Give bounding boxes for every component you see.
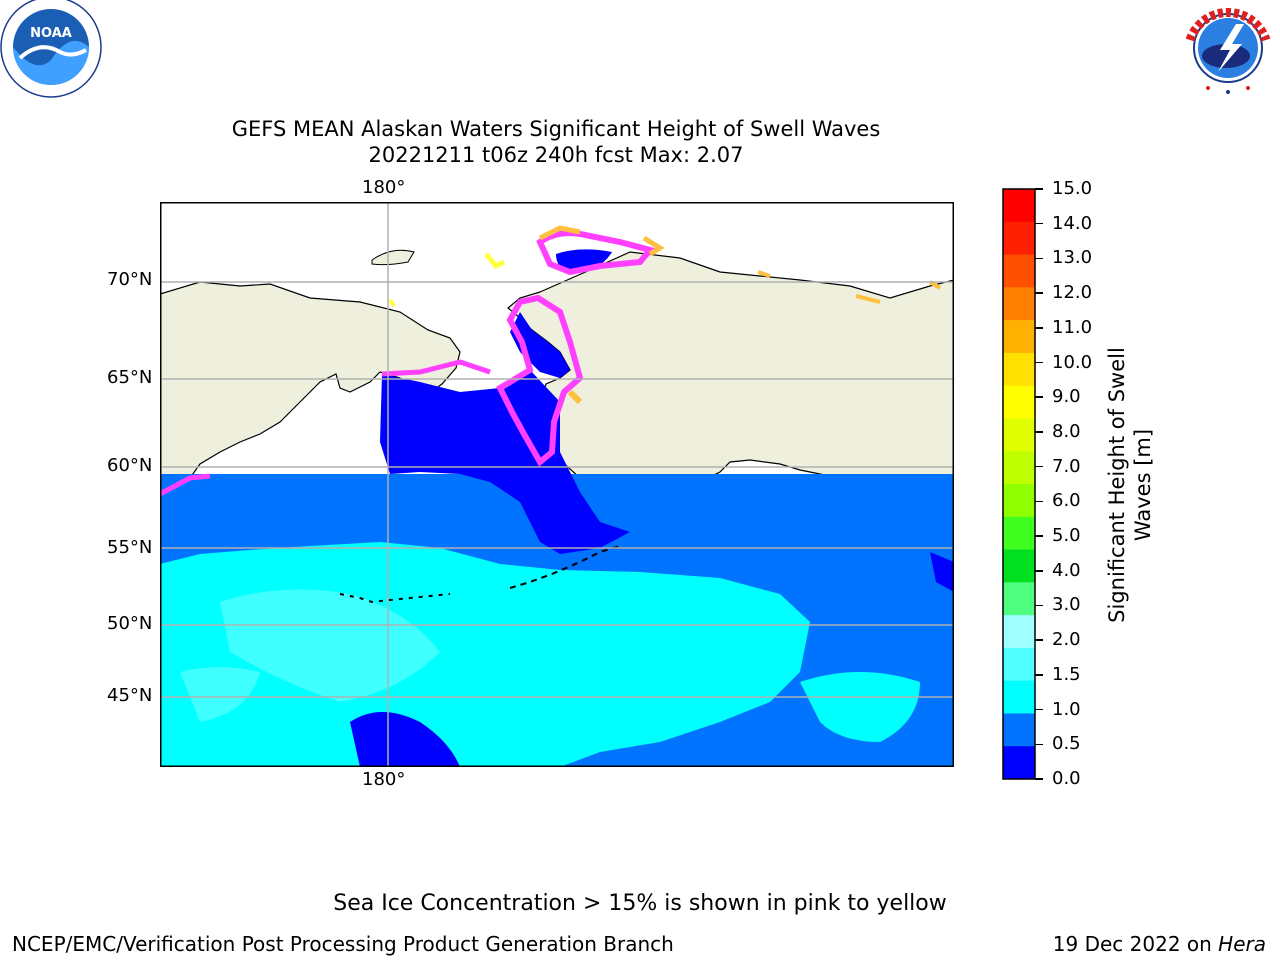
- colorbar-tick-mark: [1035, 327, 1043, 329]
- colorbar-tick-label: 3.0: [1052, 594, 1081, 616]
- sea-ice-edge-yellow: [484, 252, 506, 270]
- lat-label-45: 45°N: [107, 685, 153, 706]
- colorbar-segment: [1003, 713, 1035, 747]
- colorbar-segment: [1003, 615, 1035, 649]
- colorbar-segment: [1003, 451, 1035, 485]
- colorbar-segment: [1003, 221, 1035, 256]
- colorbar-tick-label: 7.0: [1052, 455, 1081, 477]
- colorbar-tick-mark: [1035, 604, 1043, 607]
- lat-label-60: 60°N: [107, 455, 153, 476]
- colorbar-tick-label: 9.0: [1052, 386, 1081, 408]
- colorbar-tick-mark: [1035, 570, 1043, 572]
- lat-label-50: 50°N: [107, 613, 153, 634]
- colorbar-segment: [1003, 746, 1035, 780]
- sea-ice-note: Sea Ice Concentration > 15% is shown in …: [333, 891, 947, 916]
- colorbar-tick-mark: [1035, 708, 1043, 711]
- colorbar-tick-mark: [1035, 361, 1043, 364]
- colorbar-tick-label: 13.0: [1052, 247, 1093, 269]
- colorbar-segment: [1003, 189, 1035, 223]
- land-wrangel: [371, 249, 415, 266]
- colorbar-segment: [1003, 287, 1035, 321]
- colorbar-tick-mark: [1035, 500, 1043, 503]
- colorbar-segment: [1003, 385, 1035, 419]
- lat-label-70: 70°N: [107, 269, 153, 290]
- lon-label-bottom: 180°: [362, 769, 406, 790]
- nws-logo: [1181, 1, 1275, 95]
- lat-label-65: 65°N: [107, 367, 153, 388]
- colorbar-tick-mark: [1035, 431, 1043, 433]
- chart-title: GEFS MEAN Alaskan Waters Significant Hei…: [231, 117, 881, 141]
- noaa-logo: NOAA: [0, 0, 102, 98]
- colorbar-tick-label: 15.0: [1052, 178, 1093, 199]
- lon-label-top: 180°: [362, 177, 406, 198]
- colorbar-tick-label: 5.0: [1052, 525, 1081, 547]
- colorbar-segment: [1003, 647, 1035, 682]
- colorbar-tick-label: 12.0: [1052, 282, 1093, 304]
- colorbar-tick-label: 11.0: [1052, 316, 1093, 338]
- colorbar-tick-label: 0.0: [1052, 768, 1081, 789]
- colorbar-tick-label: 8.0: [1052, 420, 1081, 442]
- footer-host: Hera: [1218, 932, 1266, 956]
- graticule: [160, 202, 954, 767]
- colorbar-segment: [1003, 352, 1035, 387]
- colorbar-segment: [1003, 549, 1035, 583]
- map-frame: [160, 202, 954, 767]
- colorbar-tick-mark: [1035, 674, 1043, 676]
- colorbar-tick-label: 1.0: [1052, 698, 1081, 720]
- aleutian-islands: [509, 545, 621, 589]
- colorbar-tick-label: 14.0: [1052, 212, 1093, 234]
- footer-right: 19 Dec 2022 on Hera: [1053, 932, 1266, 956]
- footer-date: 19 Dec 2022 on: [1052, 932, 1219, 956]
- colorbar-tick-label: 4.0: [1052, 559, 1081, 581]
- colorbar-tick-mark: [1035, 257, 1043, 260]
- colorbar-tick-label: 0.5: [1052, 733, 1081, 755]
- colorbar-tick-mark: [1035, 778, 1043, 780]
- colorbar-segment: [1003, 582, 1035, 616]
- colorbar-tick-mark: [1035, 222, 1043, 225]
- colorbar-segment: [1003, 516, 1035, 551]
- ocean-swell-00-05: [380, 370, 630, 554]
- colorbar-label: Significant Height of Swell Waves [m]: [1105, 347, 1155, 623]
- colorbar-tick-mark: [1035, 396, 1043, 398]
- land-siberia: [160, 281, 461, 503]
- colorbar-tick-mark: [1035, 535, 1043, 537]
- lat-label-55: 55°N: [107, 537, 153, 558]
- colorbar-tick-label: 2.0: [1052, 629, 1081, 651]
- colorbar-tick-label: 6.0: [1052, 490, 1081, 512]
- colorbar-tick-mark: [1035, 292, 1043, 294]
- ocean-swell-15-20: [220, 589, 440, 702]
- colorbar-tick-mark: [1035, 465, 1043, 468]
- colorbar-tick-label: 1.5: [1052, 663, 1081, 685]
- chart-subtitle: 20221211 t06z 240h fcst Max: 2.07: [368, 143, 744, 167]
- sea-ice-edge-orange: [538, 225, 581, 241]
- colorbar-segment: [1003, 680, 1035, 714]
- swell-height-map: [160, 202, 954, 767]
- colorbar-segment: [1003, 418, 1035, 452]
- colorbar: [1002, 188, 1036, 780]
- colorbar-segment: [1003, 254, 1035, 288]
- colorbar-segment: [1003, 484, 1035, 518]
- sea-ice-edge-pink: [496, 294, 584, 467]
- colorbar-segment: [1003, 320, 1035, 354]
- colorbar-tick-mark: [1035, 639, 1043, 641]
- noaa-text: NOAA: [30, 26, 72, 41]
- footer-left: NCEP/EMC/Verification Post Processing Pr…: [12, 932, 674, 956]
- colorbar-tick-mark: [1035, 743, 1043, 746]
- colorbar-tick-label: 10.0: [1052, 351, 1093, 373]
- colorbar-tick-mark: [1035, 188, 1043, 190]
